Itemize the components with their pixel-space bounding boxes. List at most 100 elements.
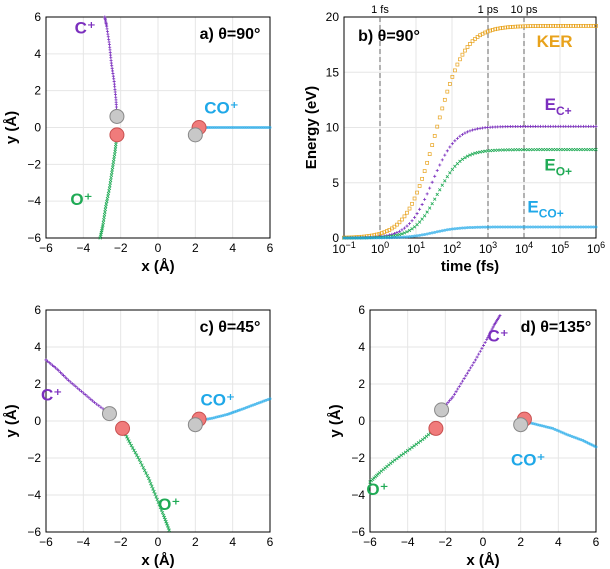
- panel-b-curve-C-pt-25: [405, 224, 409, 228]
- panel-a-traj-CO-pt-1-1: [210, 126, 214, 129]
- panel-d-traj-C-pt-4-1: [486, 335, 490, 339]
- panel-b-curve-KER-pt-23: [400, 217, 404, 222]
- panel-b-curve-O-pt-45: [455, 161, 460, 166]
- panel-b-xtick-6: 105: [551, 240, 569, 256]
- panel-b-curve-CO-pt-30: [418, 233, 422, 237]
- panel-b-curve-CO-pt-59: [491, 225, 495, 229]
- panel-a-traj-O-pt-3-5: [105, 199, 109, 204]
- panel-b-curve-C-pt-93: [576, 124, 580, 128]
- panel-a-traj-C-pt-2-0: [112, 79, 116, 83]
- panel-c-traj-C-pt-3-1: [65, 377, 69, 381]
- panel-b-curve-CO-pt-18: [387, 236, 391, 240]
- panel-c-traj-O-pt-5-3: [164, 520, 168, 524]
- panel-a-traj-O-pt-4-0: [104, 205, 108, 209]
- panel-c-traj-O-pt-1-3: [132, 448, 136, 453]
- panel-d-frame: [369, 309, 597, 533]
- panel-c-traj-C-pt-2-1: [78, 388, 82, 392]
- panel-b-curve-KER-pt-89: [566, 24, 571, 28]
- panel-b-curve-C-pt-43: [450, 142, 454, 146]
- panel-b-label-O: EO+: [544, 156, 572, 179]
- panel-a-traj-C-pt-3-0: [109, 61, 113, 65]
- panel-a-traj-CO-pt-4-5: [264, 126, 268, 129]
- panel-b-curve-O-pt-96: [584, 147, 588, 152]
- panel-a-traj-CO-pt-4-0: [253, 126, 257, 129]
- panel-b-curve-CO-pt-15: [380, 236, 384, 240]
- panel-b-curve-O-pt-64: [503, 148, 507, 152]
- panel-d-traj-C-pt-2-6: [472, 361, 476, 365]
- panel-b-curve-C-pt-40: [443, 153, 447, 157]
- panel-b-curve-C-pt-37: [435, 169, 439, 173]
- panel-b-curve-CO-pt-6: [357, 236, 361, 240]
- panel-b-curve-C-pt-51: [471, 128, 475, 132]
- panel-b-curve-KER-pt-30: [417, 184, 422, 188]
- panel-b-curve-CO-pt-71: [521, 225, 525, 229]
- panel-c-traj-O-pt-4-3: [157, 503, 162, 507]
- panel-b-curve-O-pt-71: [521, 147, 525, 152]
- panel-a-ytick-3: 0: [34, 121, 41, 135]
- panel-b-curve-CO-pt-24: [402, 235, 406, 239]
- panel-b-curve-CO-pt-7: [360, 236, 364, 240]
- panel-c-traj-C-end: [44, 358, 48, 362]
- panel-b-curve-KER-pt-95: [581, 23, 586, 28]
- panel-b-curve-CO-pt-44: [453, 227, 457, 231]
- panel-b-curve-C-pt-24: [402, 226, 406, 230]
- panel-b-curve-CO-pt-62: [498, 225, 502, 229]
- panel-b-curve-O-pt-62: [498, 148, 502, 152]
- panel-b-curve-CO-pt-23: [400, 235, 404, 239]
- panel-d-traj-O-end: [368, 480, 372, 484]
- panel-b-curve-KER-pt-84: [553, 24, 558, 28]
- panel-a-traj-O-pt-3-3: [106, 194, 110, 198]
- panel-b-curve-KER-pt-35: [430, 143, 435, 147]
- panel-b-curve-C-pt-74: [528, 124, 532, 128]
- panel-c-traj-C-pt-3-2: [63, 375, 67, 379]
- panel-b-curve-KER-pt-71: [521, 24, 525, 29]
- panel-b-curve-CO-pt-76: [534, 225, 538, 229]
- panel-c-traj-O-pt-2-1: [138, 460, 143, 465]
- panel-a-traj-CO-pt-2-2: [227, 126, 231, 129]
- panel-b-curve-C-pt-47: [460, 133, 464, 137]
- panel-b-curve-CO-pt-63: [501, 225, 505, 229]
- panel-a-traj-O-pt-1-0: [113, 149, 117, 154]
- panel-a-traj-O-pt-2-4: [108, 178, 113, 183]
- panel-b-curve-O-pt-73: [526, 147, 530, 152]
- panel-b-curve-C-pt-66: [508, 125, 512, 129]
- panel-b-ytick-0: 0: [332, 231, 339, 245]
- panel-b-curve-CO-pt-10: [367, 236, 371, 240]
- panel-b-curve-C-pt-27: [410, 219, 414, 223]
- panel-b-curve-C-pt-91: [571, 124, 575, 128]
- panel-b-curve-O-pt-51: [470, 152, 475, 156]
- panel-b-xtick-0: 10−1: [332, 240, 356, 256]
- panel-b-curve-O-pt-93: [576, 147, 581, 152]
- panel-b-curve-O-pt-40: [443, 179, 447, 183]
- panel-c-frame: [45, 309, 271, 533]
- panel-b-xtick-4: 103: [479, 240, 497, 256]
- panel-d-title: d) θ=135°: [521, 319, 592, 336]
- panel-b-curve-CO-pt-43: [450, 227, 454, 231]
- panel-d-traj-C-pt-1-4: [457, 384, 461, 388]
- panel-b-curve-CO-pt-96: [584, 225, 588, 229]
- panel-b-curve-KER-pt-66: [508, 25, 513, 29]
- panel-b-curve-O-pt-66: [508, 148, 513, 152]
- panel-b-curve-CO-pt-56: [483, 225, 487, 229]
- panel-b-curve-KER-pt-27: [410, 201, 414, 206]
- panel-d-label-O: O⁺: [366, 480, 388, 499]
- panel-c-traj-O-pt-3-1: [148, 479, 152, 483]
- panel-b-curve-KER-pt-28: [412, 196, 417, 201]
- panel-c-traj-C-pt-0-6: [95, 402, 99, 406]
- panel-d-traj-C-pt-1-3: [456, 387, 460, 391]
- panel-a-traj-O-pt-3-2: [106, 191, 111, 196]
- panel-b-curve-C-pt-31: [420, 203, 424, 207]
- panel-b-curve-KER-pt-97: [586, 23, 591, 28]
- panel-b-curve-C-pt-26: [408, 222, 412, 226]
- panel-b-curve-KER-pt-74: [528, 24, 533, 28]
- panel-b-curve-KER-pt-78: [538, 24, 543, 28]
- panel-b-curve-CO-pt-80: [544, 225, 548, 229]
- panel-b-vline-label-2: 10 ps: [511, 4, 538, 16]
- panel-b-curve-C-pt-88: [564, 124, 568, 128]
- panel-b-curve-KER-pt-40: [442, 97, 447, 102]
- panel-a-traj-C-pt-3-3: [109, 53, 113, 57]
- panel-b-curve-CO-pt-19: [390, 236, 394, 240]
- panel-b-curve-O-pt-79: [541, 147, 545, 152]
- panel-b-curve-KER-pt-87: [561, 24, 566, 28]
